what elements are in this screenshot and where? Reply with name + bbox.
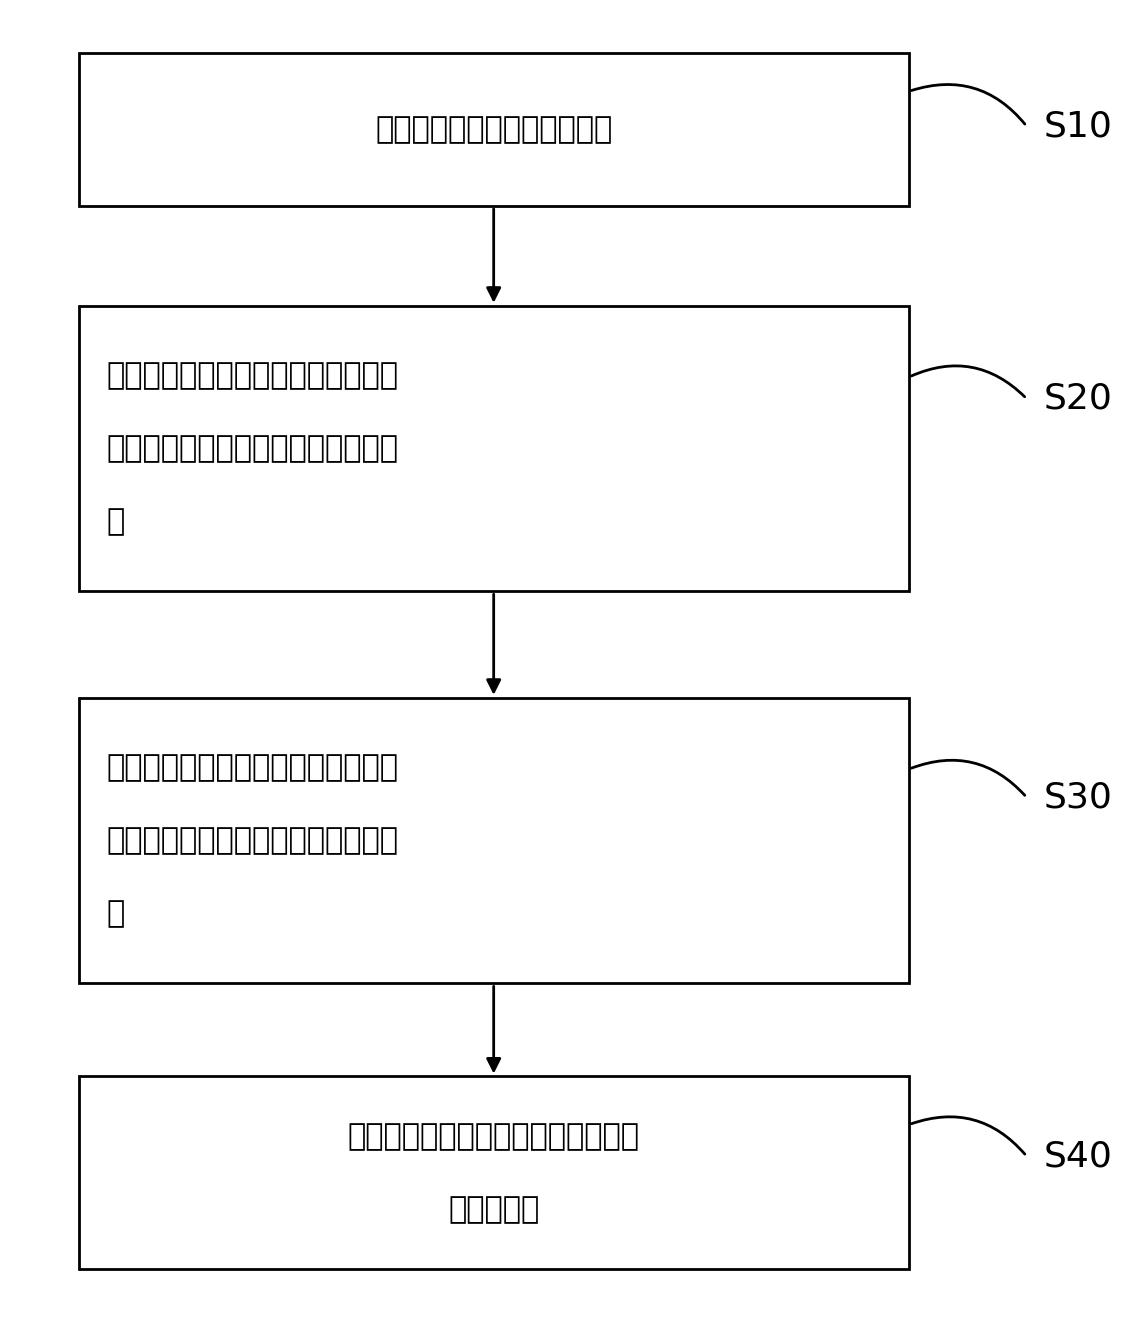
Text: 根据获取的所述结垢厚度，获取除垢: 根据获取的所述结垢厚度，获取除垢 xyxy=(348,1122,640,1151)
Bar xyxy=(79,698,909,983)
Text: S40: S40 xyxy=(1043,1139,1112,1174)
Text: 变化模型，获取所述蒸发器的结垢厚: 变化模型，获取所述蒸发器的结垢厚 xyxy=(107,827,398,855)
Text: S10: S10 xyxy=(1043,109,1112,144)
Text: 的维护时间: 的维护时间 xyxy=(448,1195,540,1224)
Bar xyxy=(79,1076,909,1269)
Text: 蒸发器能量变化量对应的热量变化模: 蒸发器能量变化量对应的热量变化模 xyxy=(107,435,398,462)
Text: S20: S20 xyxy=(1043,381,1112,416)
Text: S30: S30 xyxy=(1043,780,1112,815)
Text: 根据所述结垢热流量模型和所述热量: 根据所述结垢热流量模型和所述热量 xyxy=(107,754,398,781)
Text: 度: 度 xyxy=(107,900,125,928)
Bar xyxy=(79,53,909,206)
Text: 根据蒸发器的测量数据，获取与所述: 根据蒸发器的测量数据，获取与所述 xyxy=(107,361,398,389)
Bar xyxy=(79,306,909,591)
Text: 型: 型 xyxy=(107,508,125,536)
Text: 获取蒸发器的结垢热流量模型: 获取蒸发器的结垢热流量模型 xyxy=(375,116,613,144)
